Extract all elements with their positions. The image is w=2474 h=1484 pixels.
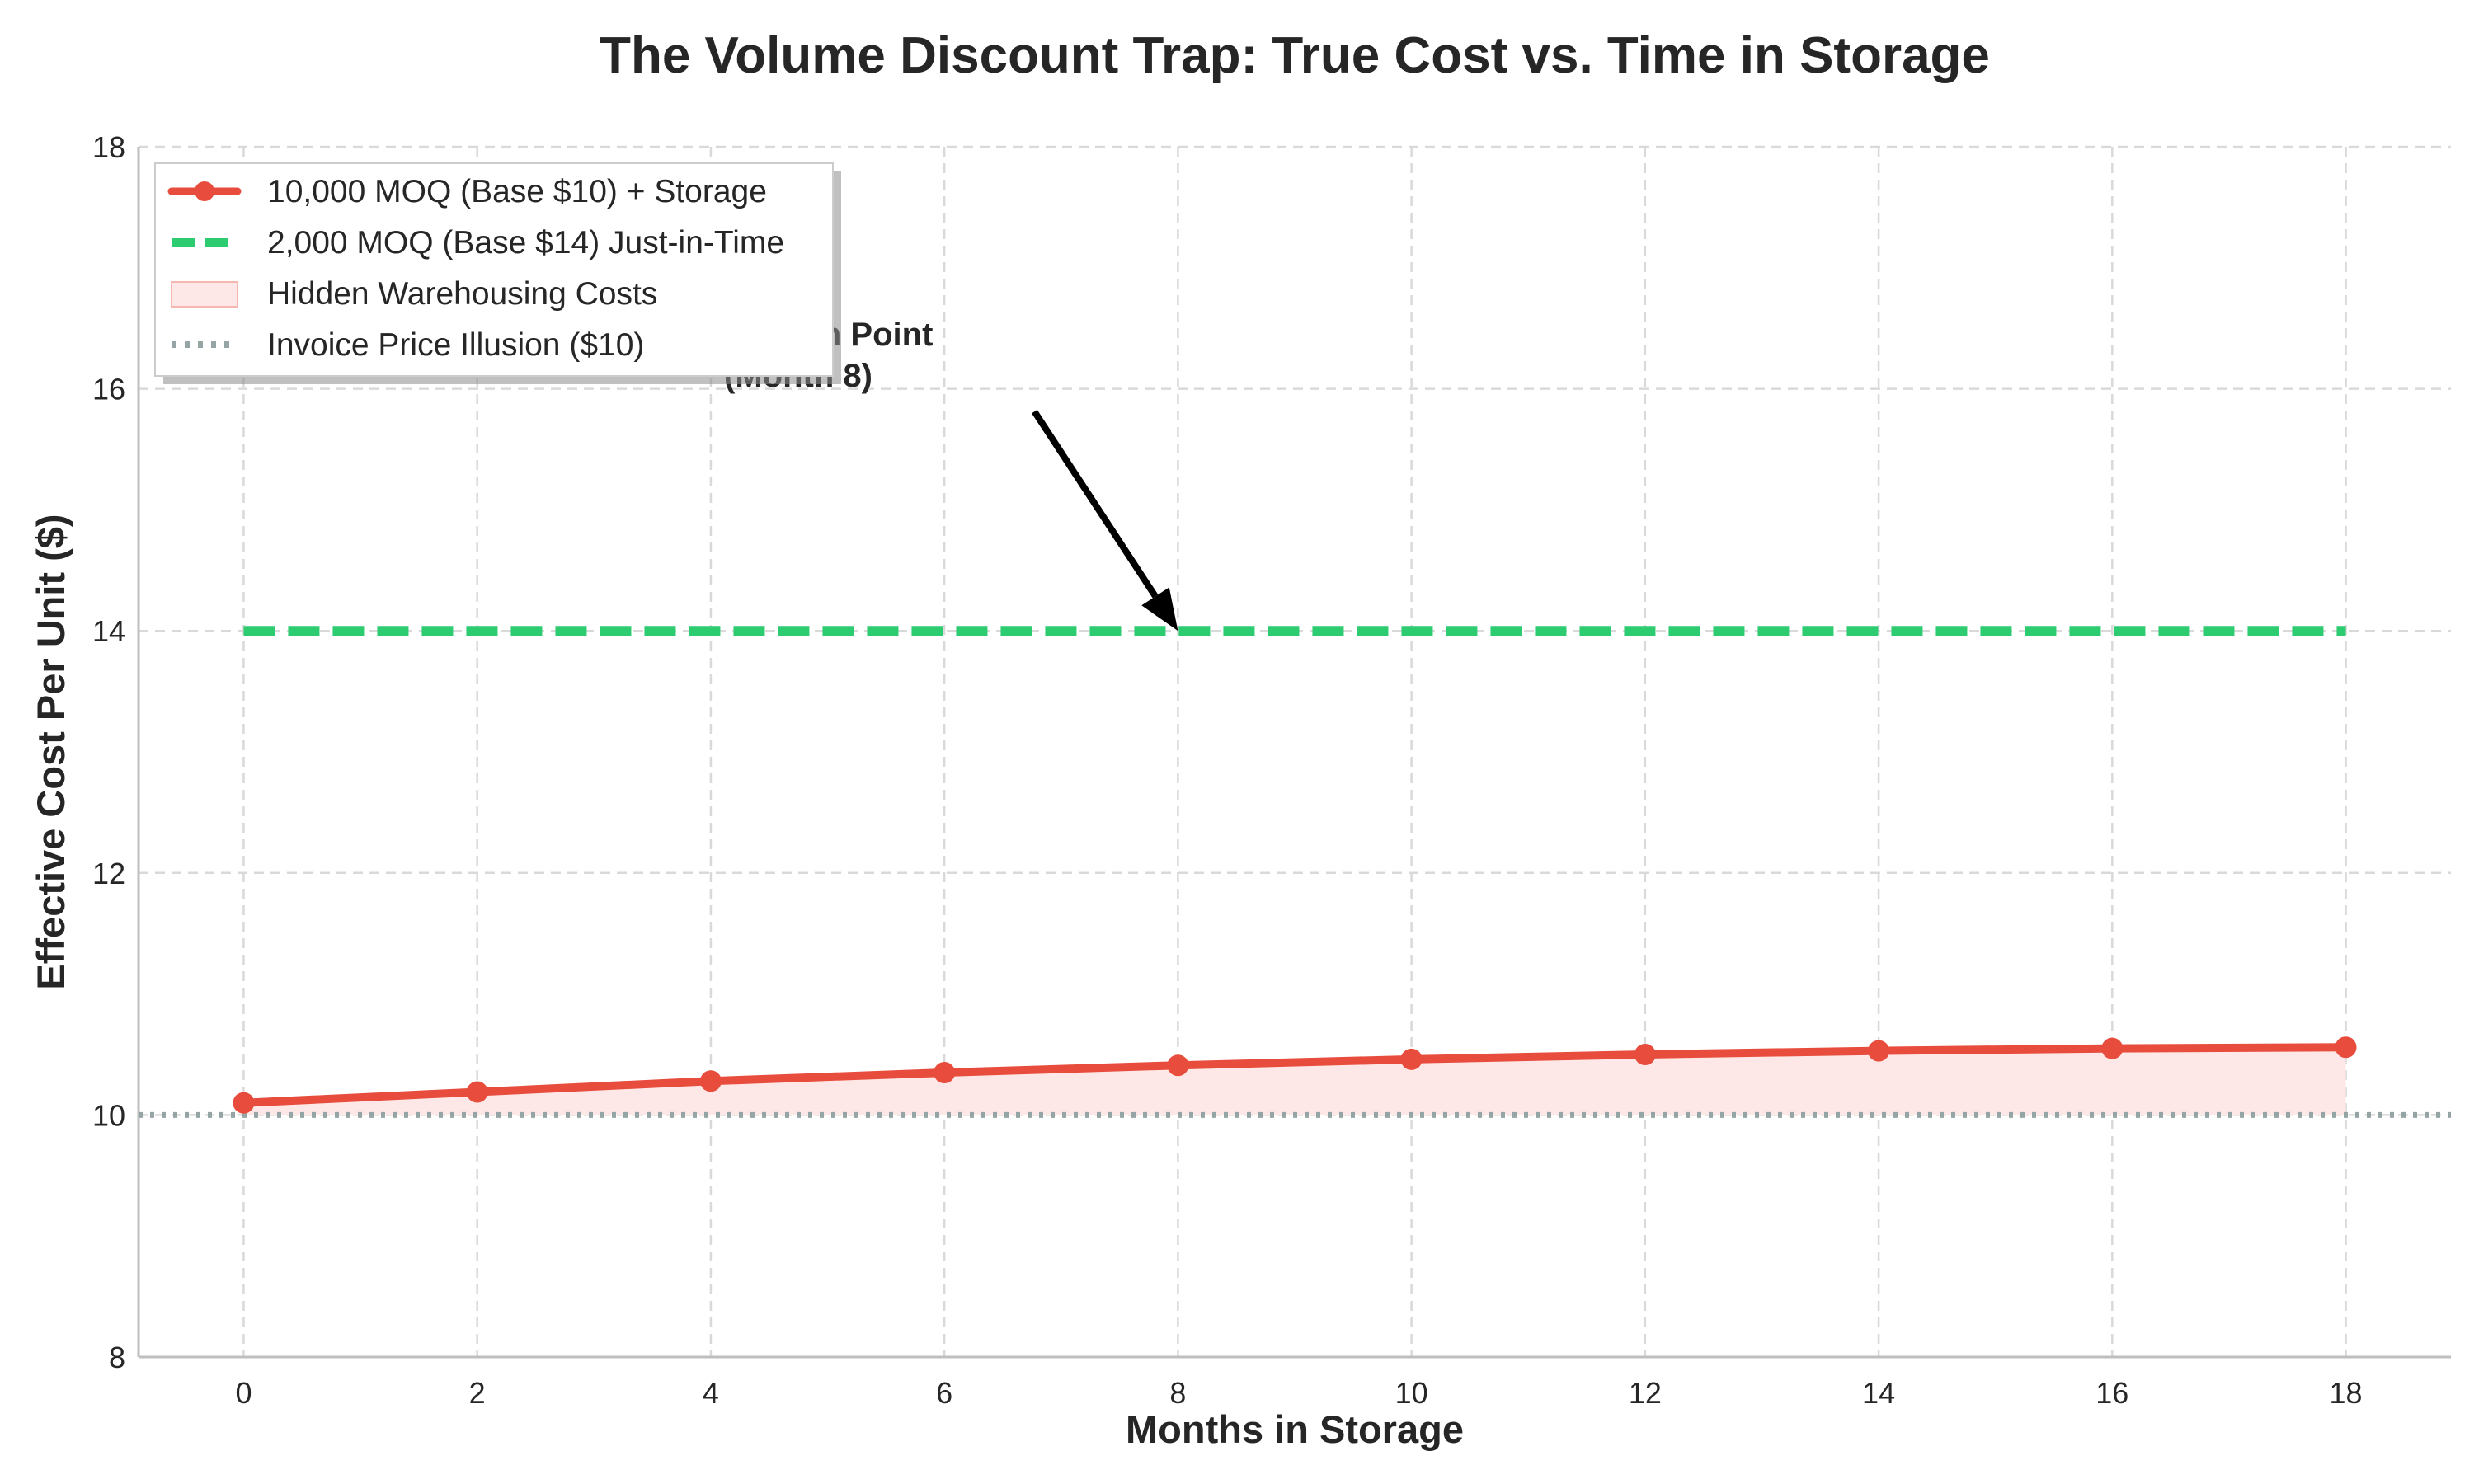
y-tick-label: 16 bbox=[92, 373, 125, 406]
x-tick-label: 18 bbox=[2330, 1376, 2363, 1410]
legend-label-hidden-costs: Hidden Warehousing Costs bbox=[267, 276, 657, 312]
y-tick-label: 14 bbox=[92, 614, 125, 648]
series-layer bbox=[139, 626, 2451, 1118]
storage-cost-point bbox=[699, 1070, 722, 1092]
legend-label-invoice: Invoice Price Illusion ($10) bbox=[267, 327, 644, 363]
storage-cost-point bbox=[466, 1081, 488, 1103]
y-tick-label: 12 bbox=[92, 857, 125, 890]
chart-title: The Volume Discount Trap: True Cost vs. … bbox=[600, 27, 1990, 84]
hidden-costs-area bbox=[243, 1047, 2346, 1115]
x-tick-label: 2 bbox=[469, 1376, 486, 1410]
storage-cost-point bbox=[1167, 1054, 1189, 1077]
fill-layer bbox=[243, 1047, 2346, 1115]
x-tick-label: 10 bbox=[1395, 1376, 1428, 1410]
storage-cost-point bbox=[1868, 1040, 1890, 1062]
storage-cost-line bbox=[239, 1043, 2350, 1107]
x-axis-label: Months in Storage bbox=[1126, 1407, 1464, 1451]
x-tick-label: 6 bbox=[936, 1376, 952, 1410]
y-tick-label: 18 bbox=[92, 130, 125, 164]
annotation-arrow-head bbox=[1141, 587, 1178, 632]
x-tick-label: 8 bbox=[1169, 1376, 1186, 1410]
x-tick-label: 12 bbox=[1629, 1376, 1662, 1410]
storage-cost-point bbox=[233, 1092, 255, 1114]
y-axis-label: Effective Cost Per Unit ($) bbox=[29, 514, 73, 989]
annotation-arrow-shaft bbox=[1032, 410, 1159, 599]
x-tick-label: 16 bbox=[2095, 1376, 2128, 1410]
legend-box bbox=[154, 162, 834, 377]
legend: 10,000 MOQ (Base $10) + Storage 2,000 MO… bbox=[154, 162, 841, 384]
storage-cost-point bbox=[2101, 1037, 2124, 1059]
y-tick-label: 8 bbox=[109, 1341, 125, 1374]
x-tick-label: 0 bbox=[235, 1376, 252, 1410]
legend-label-jit: 2,000 MOQ (Base $14) Just-in-Time bbox=[267, 225, 784, 261]
y-tick-label: 10 bbox=[92, 1098, 125, 1132]
legend-swatch-storage-marker bbox=[195, 181, 214, 201]
storage-cost-point bbox=[2335, 1036, 2357, 1059]
storage-cost-point bbox=[934, 1062, 956, 1084]
legend-label-storage: 10,000 MOQ (Base $10) + Storage bbox=[267, 174, 767, 209]
axes-layer: 0 2 4 6 8 10 12 14 16 18 8 10 12 14 16 18 bbox=[92, 130, 2451, 1410]
x-tick-label: 14 bbox=[1862, 1376, 1895, 1410]
storage-cost-point bbox=[1634, 1044, 1656, 1065]
x-tick-label: 4 bbox=[703, 1376, 719, 1410]
storage-cost-point bbox=[1400, 1048, 1423, 1070]
legend-swatch-hidden-costs bbox=[171, 281, 238, 308]
